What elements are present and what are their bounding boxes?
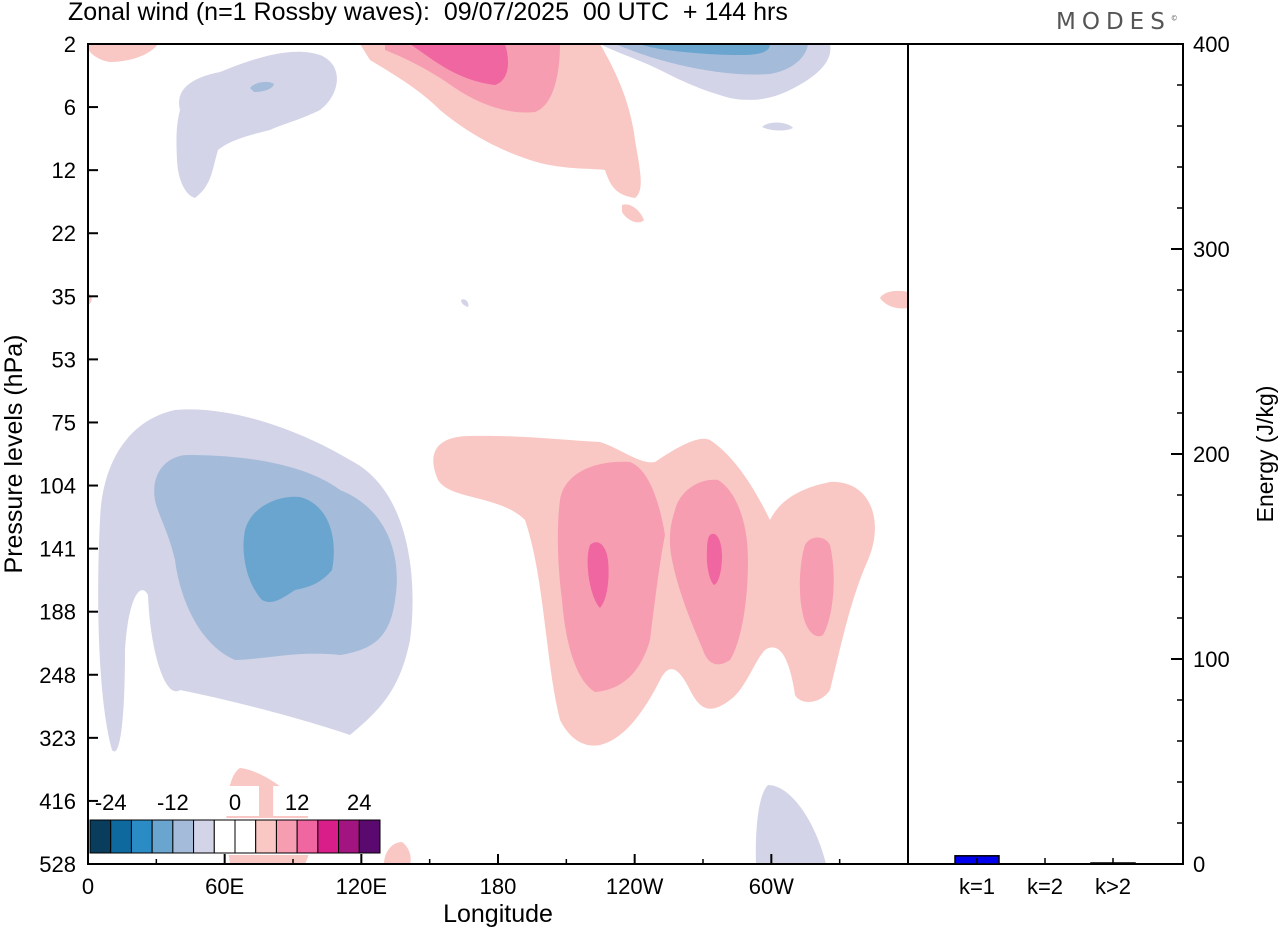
colorbar-label: -12 xyxy=(157,790,189,815)
y-axis-label: Pressure levels (hPa) xyxy=(0,335,28,574)
contour-pos-mid-1 xyxy=(557,461,665,692)
y-tick-label: 141 xyxy=(39,537,76,562)
x-tick-label: 60E xyxy=(205,874,244,899)
x-axis-label: Longitude xyxy=(443,900,553,928)
y-tick-label: 6 xyxy=(64,95,76,120)
energy-axis-label: Energy (J/kg) xyxy=(1252,386,1278,523)
colorbar-label-bg xyxy=(211,786,259,816)
energy-tick-label: 400 xyxy=(1193,32,1230,57)
colorbar-label: 12 xyxy=(285,790,309,815)
y-tick-label: 248 xyxy=(39,663,76,688)
colorbar-labels: -24 -12 0 12 24 xyxy=(86,786,384,816)
contour-speck-neg xyxy=(461,299,469,307)
logo-mark: © xyxy=(1170,14,1178,23)
colorbar-label-bg xyxy=(148,786,197,816)
y-tick-label: 188 xyxy=(39,600,76,625)
colorbar-swatch xyxy=(213,819,236,854)
colorbar-swatch xyxy=(255,819,277,854)
energy-panel-frame xyxy=(907,43,1184,865)
contour-pos-strong-1 xyxy=(587,542,609,608)
colorbar-label-bg xyxy=(273,786,322,816)
colorbar-swatch xyxy=(358,819,381,854)
modes-logo: MODES© xyxy=(1056,9,1178,35)
energy-tick-label: 0 xyxy=(1193,852,1205,877)
y-tick-label: 75 xyxy=(52,410,76,435)
colorbar-swatch xyxy=(130,819,153,854)
x-tick-label: 180 xyxy=(480,874,517,899)
y-tick-label: 104 xyxy=(39,474,76,499)
energy-tick-label: 300 xyxy=(1193,237,1230,262)
contour-pos-mid-3 xyxy=(799,537,834,637)
colorbar-label: 24 xyxy=(347,790,371,815)
contour-pos-strong-2 xyxy=(706,533,722,585)
y-tick-label: 416 xyxy=(39,789,76,814)
colorbar-swatch xyxy=(234,819,257,854)
contour-bottom-neg xyxy=(755,785,826,864)
colorbar-swatch xyxy=(317,819,340,854)
contour-upper-neg-right-strong xyxy=(640,44,770,55)
y-tick-label: 323 xyxy=(39,726,76,751)
contour-field xyxy=(88,44,908,864)
energy-tick-label: 100 xyxy=(1193,647,1230,672)
contour-upper-pos-light xyxy=(360,44,641,198)
contour-bottom-pos-small xyxy=(384,842,411,864)
colorbar xyxy=(88,818,382,855)
energy-category-label: k=2 xyxy=(1027,874,1063,899)
colorbar-swatch xyxy=(338,819,360,854)
energy-axis-ticks: 0 100 200 300 400 xyxy=(1171,32,1230,877)
colorbar-swatch xyxy=(151,819,174,854)
energy-category-label: k=1 xyxy=(959,874,995,899)
y-tick-label: 12 xyxy=(52,158,76,183)
chart-title: Zonal wind (n=1 Rossby waves): 09/07/202… xyxy=(68,0,788,26)
colorbar-swatch xyxy=(89,819,112,854)
y-axis-ticks: 2 6 12 22 35 53 75 104 141 188 248 323 416 528 xyxy=(39,32,98,877)
colorbar-label: 0 xyxy=(229,790,241,815)
contour-upper-pos-dot xyxy=(622,204,644,223)
colorbar-label: -24 xyxy=(95,790,127,815)
colorbar-swatch xyxy=(110,819,132,854)
contour-upper-neg-spot xyxy=(250,81,274,92)
contour-neg-strong xyxy=(243,496,334,602)
y-tick-label: 53 xyxy=(52,347,76,372)
x-tick-label: 60W xyxy=(749,874,794,899)
x-tick-label: 0 xyxy=(82,874,94,899)
x-axis-ticks: 0 60E 120E 180 120W 60W xyxy=(82,854,841,899)
y-tick-label: 22 xyxy=(52,221,76,246)
logo-text: MODES xyxy=(1056,9,1171,35)
colorbar-swatch xyxy=(172,819,195,854)
x-tick-label: 120E xyxy=(336,874,387,899)
colorbar-label-bg xyxy=(335,786,384,816)
colorbar-swatch xyxy=(296,819,319,854)
contour-upper-neg-left xyxy=(176,51,337,198)
colorbar-swatch xyxy=(193,819,215,854)
x-tick-label: 120W xyxy=(606,874,664,899)
energy-tick-label: 200 xyxy=(1193,442,1230,467)
y-tick-label: 2 xyxy=(64,32,76,57)
contour-edge-pos-topleft xyxy=(88,44,158,62)
contour-edge-pos-right xyxy=(880,290,908,309)
energy-bars: k=1 k=2 k>2 xyxy=(954,855,1136,899)
colorbar-swatch xyxy=(275,819,298,854)
contour-small-neg-blob xyxy=(762,122,793,131)
energy-category-label: k>2 xyxy=(1095,874,1131,899)
y-tick-label: 528 xyxy=(39,852,76,877)
contour-upper-pos-strong xyxy=(410,44,508,85)
y-tick-label: 35 xyxy=(52,284,76,309)
